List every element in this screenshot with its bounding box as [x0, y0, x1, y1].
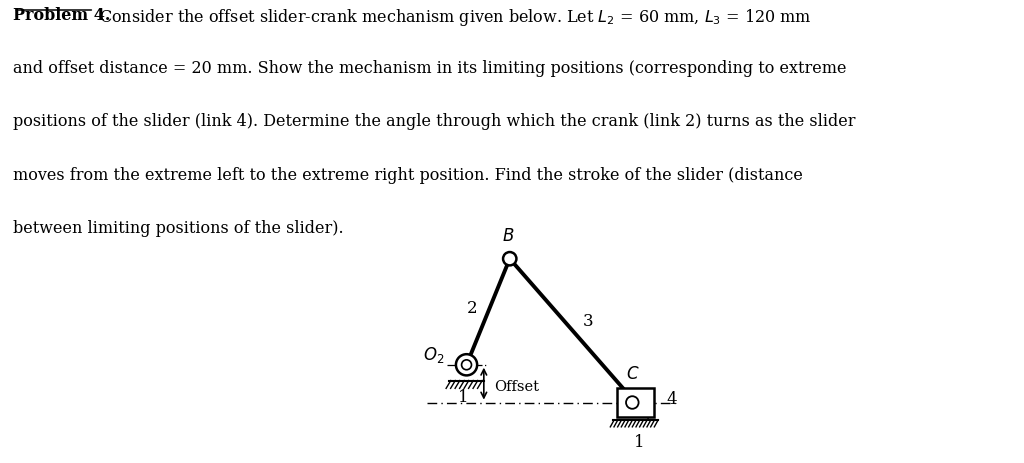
Text: 1: 1 — [634, 434, 645, 451]
Text: 1: 1 — [458, 389, 469, 407]
Text: $O_2$: $O_2$ — [423, 345, 444, 365]
Text: positions of the slider (link 4). Determine the angle through which the crank (l: positions of the slider (link 4). Determ… — [13, 113, 856, 131]
Text: 3: 3 — [583, 313, 594, 330]
Text: moves from the extreme left to the extreme right position. Find the stroke of th: moves from the extreme left to the extre… — [13, 167, 803, 184]
Text: $C$: $C$ — [626, 366, 639, 383]
Text: 2: 2 — [467, 300, 478, 317]
Text: 4: 4 — [666, 391, 677, 408]
Text: between limiting positions of the slider).: between limiting positions of the slider… — [13, 220, 344, 237]
Bar — [617, 388, 653, 417]
Text: and offset distance = 20 mm. Show the mechanism in its limiting positions (corre: and offset distance = 20 mm. Show the me… — [13, 60, 847, 77]
Circle shape — [626, 396, 639, 409]
Text: Problem 4.: Problem 4. — [13, 6, 111, 24]
Text: $B$: $B$ — [502, 228, 514, 245]
Text: Consider the offset slider-crank mechanism given below. Let $L_2$ = 60 mm, $L_3$: Consider the offset slider-crank mechani… — [94, 6, 812, 28]
Circle shape — [456, 354, 477, 375]
Text: Offset: Offset — [494, 380, 539, 394]
Circle shape — [462, 360, 471, 370]
Circle shape — [503, 252, 516, 265]
